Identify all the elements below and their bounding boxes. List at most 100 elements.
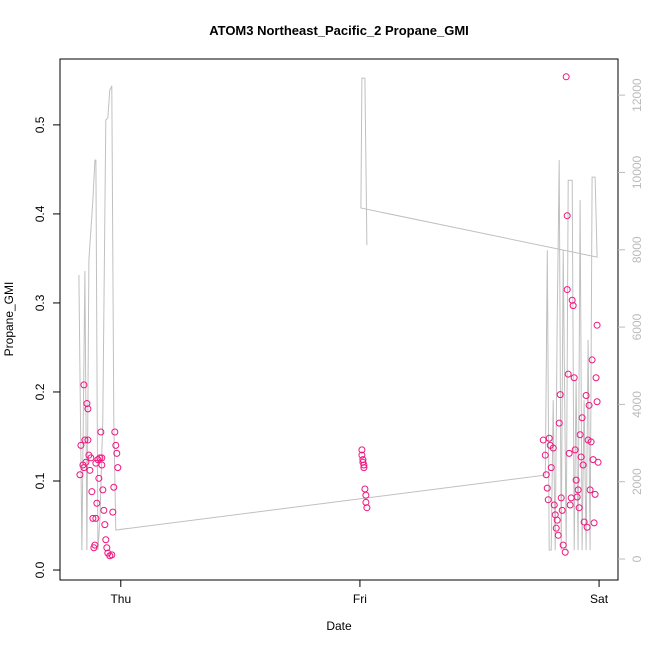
data-point [592, 374, 600, 382]
plot-frame [59, 58, 619, 581]
data-point [97, 428, 105, 436]
data-point [360, 461, 368, 469]
data-point [563, 286, 571, 294]
data-point [549, 444, 557, 452]
y2-tick-label: 4000 [630, 391, 644, 418]
y2-tick-label: 2000 [630, 468, 644, 495]
data-point [567, 494, 575, 502]
data-point [564, 370, 572, 378]
data-point [556, 391, 564, 399]
data-point [576, 431, 584, 439]
data-point [572, 476, 580, 484]
data-point [80, 464, 88, 472]
data-point [109, 508, 117, 516]
data-point [563, 212, 571, 220]
data-point [561, 548, 569, 556]
data-point [566, 501, 574, 509]
data-point [362, 491, 370, 499]
y2-tick-label: 10000 [630, 155, 644, 189]
data-point [591, 490, 599, 498]
data-point [81, 436, 89, 444]
data-point [573, 493, 581, 501]
data-point [571, 446, 579, 454]
data-point [543, 484, 551, 492]
data-point [99, 486, 107, 494]
data-point [555, 419, 563, 427]
data-point [96, 454, 104, 462]
data-point [113, 449, 121, 457]
data-point [358, 451, 366, 459]
data-point [88, 488, 96, 496]
data-point [87, 454, 95, 462]
data-point [577, 453, 585, 461]
data-point [569, 302, 577, 310]
data-point [112, 441, 120, 449]
data-point [91, 541, 99, 549]
y-tick-label: 0.1 [33, 472, 47, 489]
data-point [578, 414, 586, 422]
data-point [593, 398, 601, 406]
data-point [83, 400, 91, 408]
data-point [552, 524, 560, 532]
data-point [557, 494, 565, 502]
data-point [574, 486, 582, 494]
data-point [590, 519, 598, 527]
data-point [76, 471, 84, 479]
data-point [358, 446, 366, 454]
y-tick-label: 0.0 [33, 561, 47, 578]
data-point [541, 451, 549, 459]
data-point [111, 428, 119, 436]
data-point [93, 499, 101, 507]
data-point [360, 464, 368, 472]
data-point [86, 466, 94, 474]
data-point [98, 454, 106, 462]
data-point [89, 514, 97, 522]
data-point [582, 392, 590, 400]
data-point [553, 516, 561, 524]
x-tick-label: Fri [353, 592, 367, 606]
y2-tick-label: 8000 [630, 236, 644, 263]
data-point [92, 514, 100, 522]
data-point [94, 456, 102, 464]
data-point [559, 541, 567, 549]
data-point [594, 458, 602, 466]
data-point [359, 456, 367, 464]
x-tick-label: Thu [110, 592, 131, 606]
data-point [585, 401, 593, 409]
y-tick-label: 0.4 [33, 205, 47, 222]
data-point [583, 523, 591, 531]
data-point [587, 438, 595, 446]
data-point [363, 504, 371, 512]
data-point [542, 471, 550, 479]
altitude-line [78, 77, 598, 551]
data-point [108, 551, 116, 559]
data-point [575, 504, 583, 512]
data-point [562, 73, 570, 81]
y-tick-label: 0.5 [33, 116, 47, 133]
data-point [579, 461, 587, 469]
data-point [593, 321, 601, 329]
data-point [362, 498, 370, 506]
data-point [95, 474, 103, 482]
data-point [100, 506, 108, 514]
data-point [545, 434, 553, 442]
data-point [84, 405, 92, 413]
x-tick-label: Sat [590, 592, 609, 606]
data-point [92, 459, 100, 467]
data-point [101, 521, 109, 529]
data-point [77, 441, 85, 449]
y-tick-label: 0.3 [33, 294, 47, 311]
data-point [110, 483, 118, 491]
data-point [558, 506, 566, 514]
data-point [547, 464, 555, 472]
data-point [580, 518, 588, 526]
data-point [102, 536, 110, 544]
y-tick-label: 0.2 [33, 383, 47, 400]
y2-tick-label: 6000 [630, 313, 644, 340]
data-point [544, 496, 552, 504]
data-point [588, 356, 596, 364]
data-point [554, 531, 562, 539]
data-point [84, 436, 92, 444]
y2-tick-label: 0 [630, 555, 644, 562]
